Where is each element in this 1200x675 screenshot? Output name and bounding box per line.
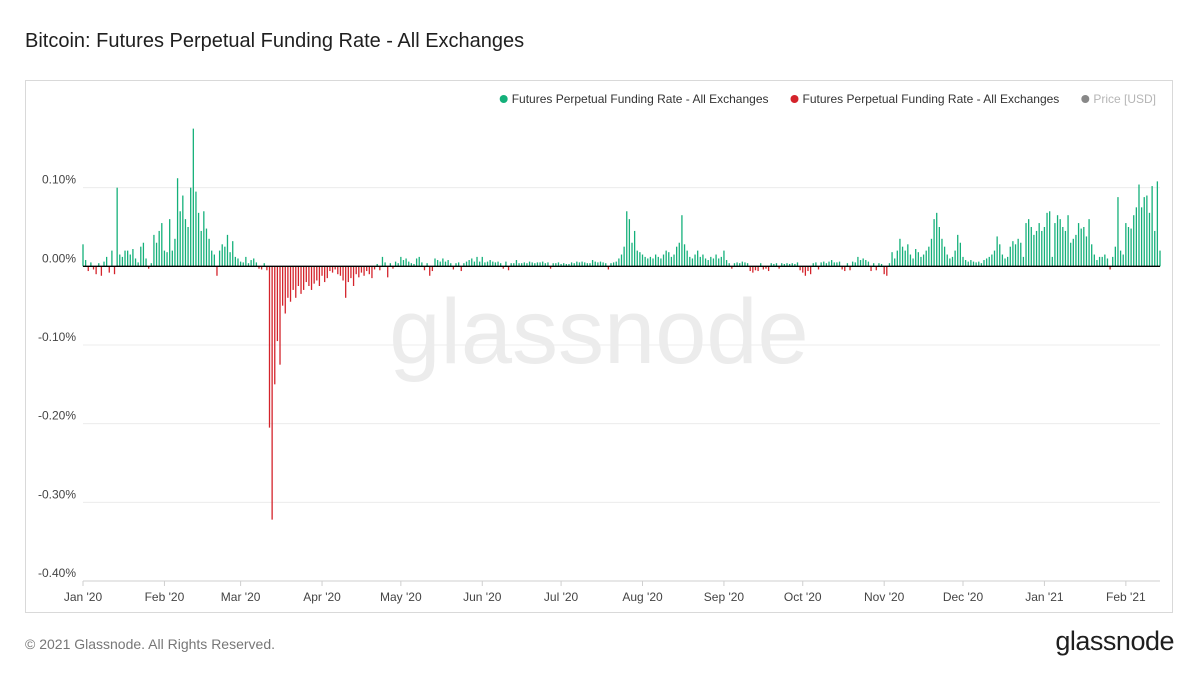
x-tick-label: Feb '21 [1106,590,1146,604]
x-tick-label: Apr '20 [303,590,341,604]
legend-label: Futures Perpetual Funding Rate - All Exc… [803,92,1060,106]
x-tick-label: Jul '20 [544,590,579,604]
x-tick-label: Jan '21 [1025,590,1064,604]
chart-title: Bitcoin: Futures Perpetual Funding Rate … [25,30,525,52]
y-tick-label: 0.00% [42,251,76,265]
legend-label: Price [USD] [1093,92,1156,106]
legend: Futures Perpetual Funding Rate - All Exc… [499,92,1156,106]
y-tick-label: -0.10% [38,330,76,344]
legend-dot-icon [1081,95,1090,103]
grid-lines [83,187,1160,582]
watermark: glassnode [389,281,808,383]
legend-item[interactable]: Futures Perpetual Funding Rate - All Exc… [790,92,1060,106]
y-axis: 0.10% 0.00% -0.10% -0.20% -0.30% -0.40% [38,173,76,580]
x-tick-label: May '20 [380,590,422,604]
copyright-text: © 2021 Glassnode. All Rights Reserved. [25,636,276,652]
legend-item[interactable]: Price [USD] [1081,92,1156,106]
glassnode-logo: glassnode [1055,626,1174,656]
x-tick-label: Mar '20 [221,590,261,604]
x-tick-label: Nov '20 [864,590,905,604]
x-tick-label: Sep '20 [704,590,745,604]
legend-dot-icon [499,95,508,103]
funding-rate-chart: glassnode 0.10% 0.00% -0.10% -0.20% -0.30% -0… [38,92,1161,604]
legend-label: Futures Perpetual Funding Rate - All Exc… [512,92,769,106]
chart-container: glassnode 0.10% 0.00% -0.10% -0.20% -0.30% -0… [25,80,1173,613]
x-tick-label: Aug '20 [622,590,663,604]
x-tick-label: Oct '20 [784,590,822,604]
x-tick-label: Jun '20 [463,590,502,604]
y-tick-label: 0.10% [42,173,76,187]
y-tick-label: -0.20% [38,409,76,423]
x-tick-label: Feb '20 [145,590,185,604]
x-tick-label: Jan '20 [64,590,103,604]
y-tick-label: -0.30% [38,487,76,501]
x-tick-label: Dec '20 [943,590,984,604]
legend-item[interactable]: Futures Perpetual Funding Rate - All Exc… [499,92,769,106]
x-axis: Jan '20 Feb '20 Mar '20 Apr '20 May '20 Jun '… [64,580,1160,604]
y-tick-label: -0.40% [38,566,76,580]
legend-dot-icon [790,95,799,103]
